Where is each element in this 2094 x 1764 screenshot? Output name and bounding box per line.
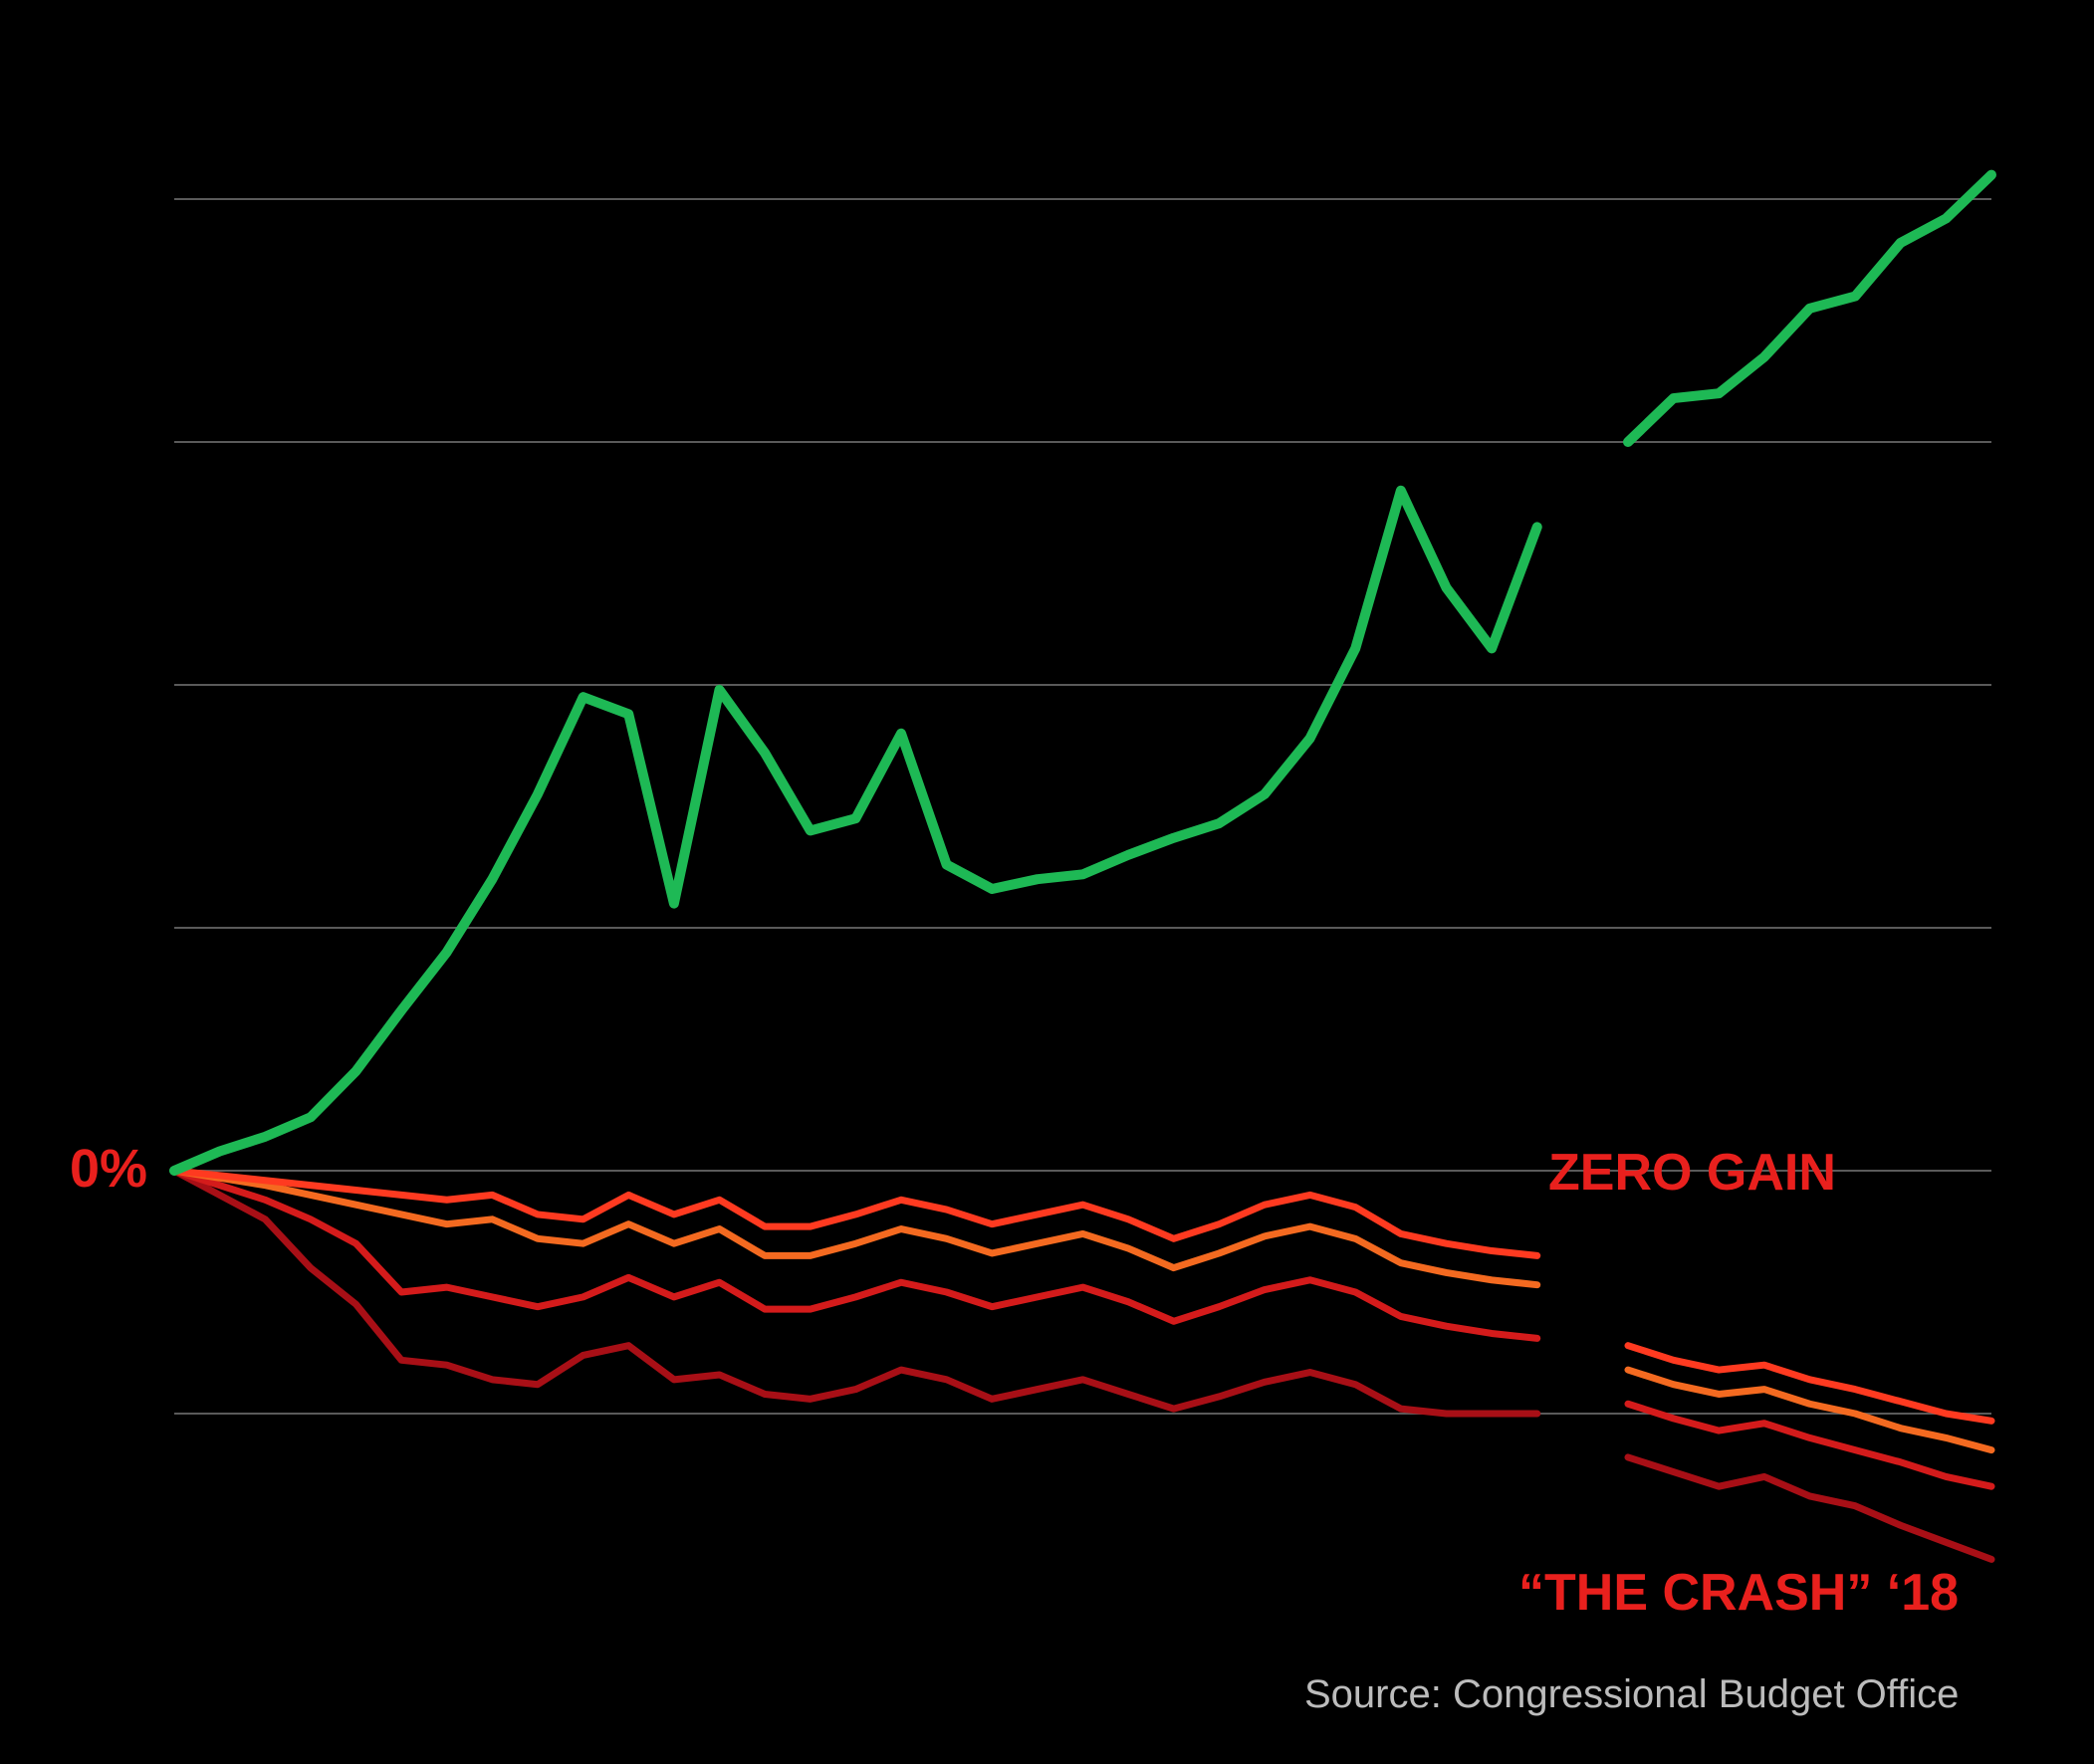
zero-gain-label: ZERO GAIN <box>1548 1143 1836 1203</box>
chart-canvas <box>0 0 2094 1764</box>
zero-percent-label: 0% <box>70 1138 147 1200</box>
source-attribution: Source: Congressional Budget Office <box>1304 1672 1959 1717</box>
income-growth-chart: 0% ZERO GAIN “THE CRASH” ‘18 Source: Con… <box>0 0 2094 1764</box>
the-crash-label: “THE CRASH” ‘18 <box>1518 1563 1959 1623</box>
